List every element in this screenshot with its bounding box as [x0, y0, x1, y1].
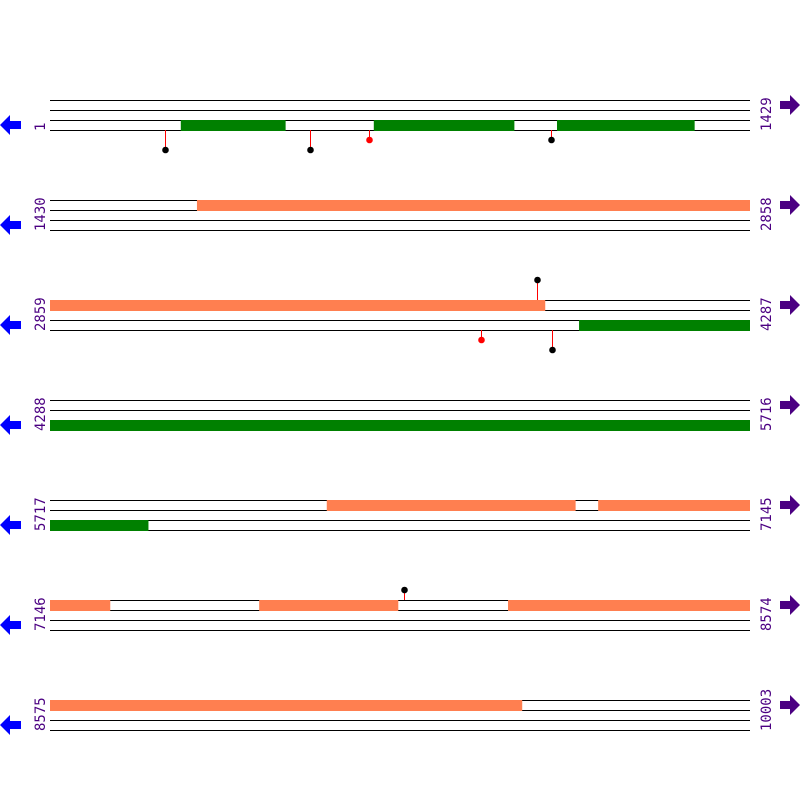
orange-feature[interactable] — [326, 500, 576, 511]
row-end-label: 4287 — [759, 297, 775, 331]
pin-marker[interactable] — [162, 146, 169, 154]
track-row: 1 1429 — [0, 95, 800, 154]
pin-marker[interactable] — [534, 276, 541, 284]
green-feature[interactable] — [50, 520, 149, 531]
arrow-right-icon[interactable] — [780, 695, 800, 715]
row-end-label: 7145 — [759, 497, 775, 531]
arrow-left-icon[interactable] — [0, 515, 21, 535]
pin-marker[interactable] — [366, 136, 373, 144]
orange-feature[interactable] — [196, 200, 750, 211]
arrow-left-icon[interactable] — [0, 215, 21, 235]
pin-marker[interactable] — [478, 336, 485, 344]
row-start-label: 1430 — [33, 197, 49, 231]
row-end-label: 2858 — [759, 197, 775, 231]
pin-marker[interactable] — [549, 346, 556, 354]
pin-marker[interactable] — [548, 136, 555, 144]
row-start-label: 4288 — [33, 397, 49, 431]
row-end-label: 10003 — [759, 689, 775, 731]
arrow-right-icon[interactable] — [780, 395, 800, 415]
arrow-left-icon[interactable] — [0, 315, 21, 335]
orange-feature[interactable] — [50, 700, 523, 711]
green-feature[interactable] — [373, 120, 515, 131]
green-feature[interactable] — [180, 120, 286, 131]
row-end-label: 5716 — [759, 397, 775, 431]
arrow-right-icon[interactable] — [780, 95, 800, 115]
green-feature[interactable] — [50, 420, 750, 431]
arrow-left-icon[interactable] — [0, 715, 21, 735]
track-row: 5717 7145 — [0, 495, 800, 535]
track-row: 2859 4287 — [0, 276, 800, 354]
orange-feature[interactable] — [50, 600, 111, 611]
green-feature[interactable] — [579, 320, 750, 331]
orange-feature[interactable] — [598, 500, 750, 511]
row-start-label: 1 — [33, 123, 49, 131]
arrow-left-icon[interactable] — [0, 615, 21, 635]
orange-feature[interactable] — [508, 600, 750, 611]
track-row: 8575 10003 — [0, 689, 800, 735]
green-feature[interactable] — [556, 120, 695, 131]
pin-marker[interactable] — [401, 586, 408, 594]
row-end-label: 1429 — [759, 97, 775, 131]
arrow-right-icon[interactable] — [780, 495, 800, 515]
row-start-label: 5717 — [33, 497, 49, 531]
orange-feature[interactable] — [50, 300, 546, 311]
track-row: 7146 8574 — [0, 586, 800, 635]
row-end-label: 8574 — [759, 597, 775, 631]
track-row: 4288 5716 — [0, 395, 800, 435]
row-start-label: 8575 — [33, 697, 49, 731]
arrow-right-icon[interactable] — [780, 295, 800, 315]
row-start-label: 7146 — [33, 597, 49, 631]
pin-marker[interactable] — [307, 146, 314, 154]
arrow-right-icon[interactable] — [780, 595, 800, 615]
orange-feature[interactable] — [259, 600, 399, 611]
track-row: 1430 2858 — [0, 195, 800, 235]
arrow-right-icon[interactable] — [780, 195, 800, 215]
arrow-left-icon[interactable] — [0, 415, 21, 435]
arrow-left-icon[interactable] — [0, 115, 21, 135]
row-start-label: 2859 — [33, 297, 49, 331]
